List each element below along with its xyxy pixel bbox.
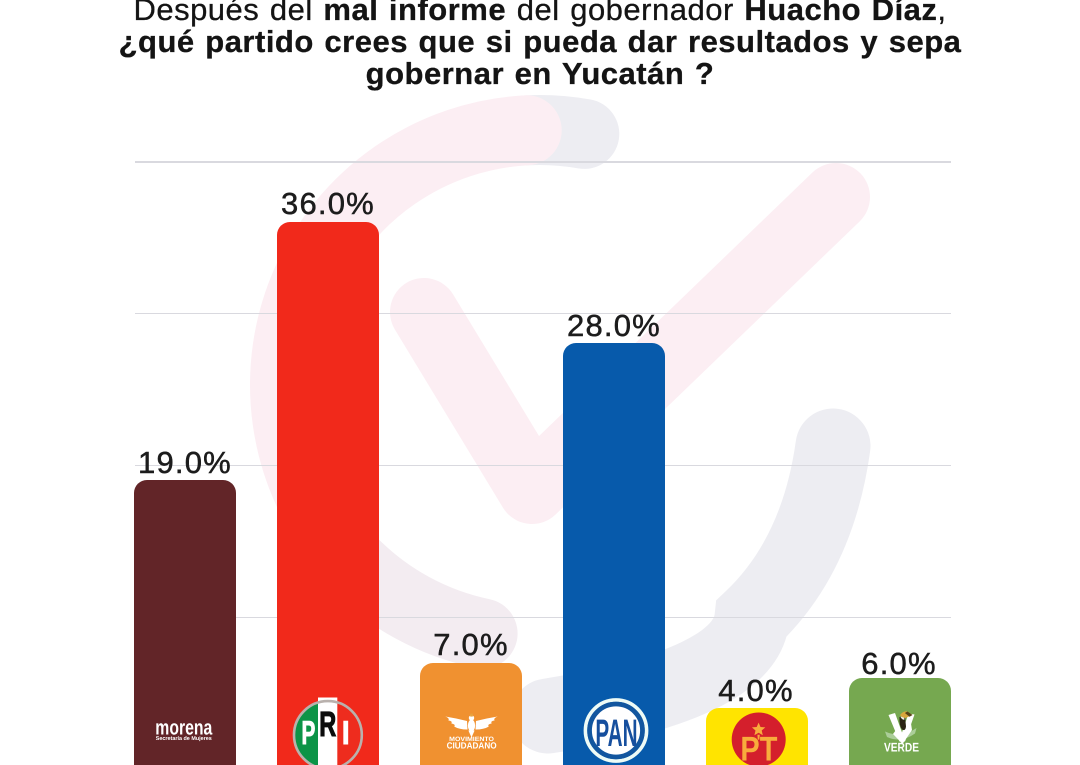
svg-text:MOVIMIENTO: MOVIMIENTO: [449, 736, 494, 743]
svg-text:PT: PT: [740, 731, 777, 765]
svg-text:Secretaría de Mujeres: Secretaría de Mujeres: [156, 735, 212, 742]
svg-text:VERDE: VERDE: [884, 741, 919, 755]
svg-text:CIUDADANO: CIUDADANO: [447, 741, 497, 751]
svg-text:P: P: [302, 714, 316, 751]
svg-text:PAN: PAN: [595, 713, 637, 755]
svg-text:R: R: [319, 705, 336, 744]
svg-text:morena: morena: [155, 716, 212, 739]
svg-text:I: I: [342, 714, 350, 751]
